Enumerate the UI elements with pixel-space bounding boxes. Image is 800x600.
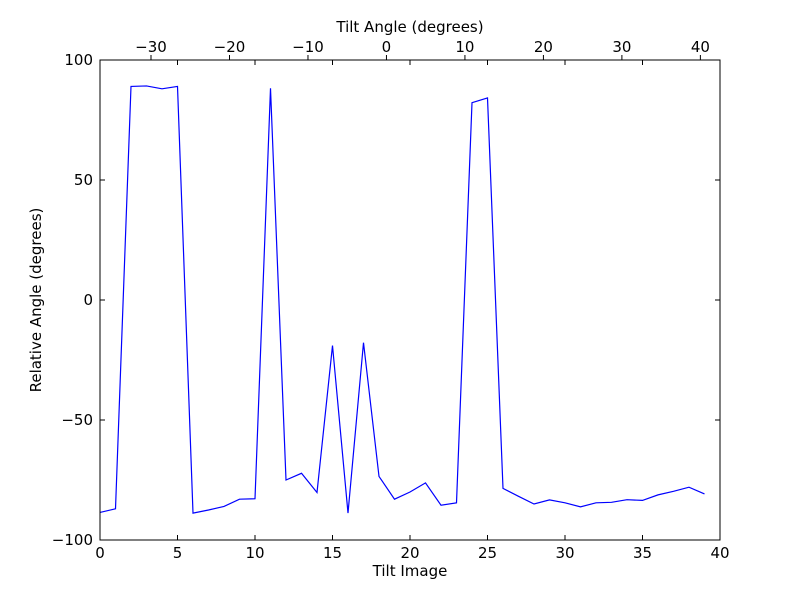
x2-tick-label: 0 (382, 38, 392, 56)
y-axis-title: Relative Angle (degrees) (27, 208, 45, 393)
x2-tick-label: 20 (534, 38, 553, 56)
x-tick-label: 25 (478, 544, 497, 562)
x-axis-title: Tilt Image (372, 562, 448, 580)
x-tick-label: 10 (245, 544, 264, 562)
x-tick-label: 20 (400, 544, 419, 562)
x2-axis-title: Tilt Angle (degrees) (335, 18, 483, 36)
x2-tick-label: 30 (612, 38, 631, 56)
series-layer (99, 85, 705, 514)
x2-tick-label: −20 (214, 38, 246, 56)
y-tick-label: −50 (61, 411, 93, 429)
y-tick-label: 0 (83, 291, 93, 309)
x-tick-label: 15 (323, 544, 342, 562)
x-tick-label: 0 (95, 544, 105, 562)
x-tick-label: 5 (173, 544, 183, 562)
x-tick-label: 35 (633, 544, 652, 562)
x2-tick-label: −30 (135, 38, 167, 56)
x2-tick-label: −10 (292, 38, 324, 56)
x2-tick-label: 40 (691, 38, 710, 56)
x-tick-label: 30 (555, 544, 574, 562)
series-line-0 (99, 85, 705, 514)
y-tick-label: 50 (74, 171, 93, 189)
y-tick-label: 100 (64, 51, 93, 69)
y-tick-label: −100 (52, 531, 93, 549)
x2-tick-label: 10 (455, 38, 474, 56)
tick-layer: 0 5 10 15 20 25 30 35 40−30 −20 −10 0 10 20 30 40−100−5… (52, 38, 730, 562)
x-tick-label: 40 (710, 544, 729, 562)
